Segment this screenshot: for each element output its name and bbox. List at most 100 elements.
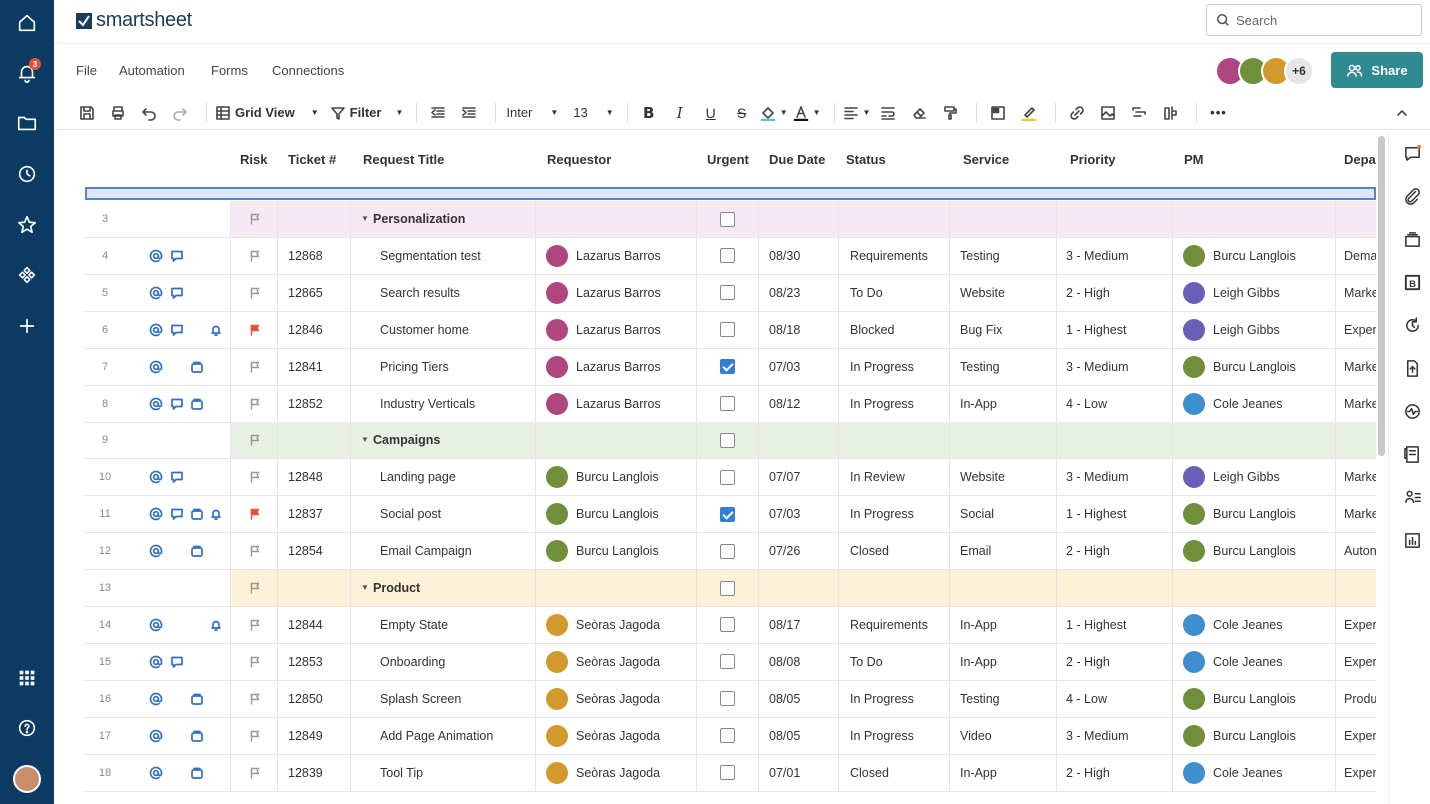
share-button[interactable]: Share (1331, 52, 1423, 88)
urgent-checkbox[interactable] (720, 469, 735, 485)
collaborator-avatars[interactable]: +6 (1215, 56, 1314, 86)
urgent-checkbox[interactable] (720, 654, 735, 670)
collapse-group-icon[interactable]: ▼ (361, 435, 369, 445)
summary-icon[interactable] (1401, 400, 1423, 422)
proof-icon[interactable] (190, 544, 204, 558)
format-painter-icon[interactable] (937, 100, 963, 126)
department[interactable]: Dema (1344, 248, 1376, 263)
table-row[interactable]: 17 12849 Add Page Animation Seòras Jagoda 08… (85, 717, 1376, 755)
risk-flag-icon[interactable] (249, 582, 263, 596)
mention-icon[interactable] (149, 507, 163, 521)
row-number[interactable]: 11 (99, 508, 111, 521)
pm-cell[interactable]: Cole Jeanes (1183, 607, 1333, 643)
department[interactable]: Exper (1344, 728, 1376, 743)
department[interactable]: Marke (1344, 507, 1376, 522)
risk-flag-red-icon[interactable] (249, 508, 263, 522)
request-title[interactable]: Splash Screen (380, 691, 462, 706)
urgent-checkbox[interactable] (720, 432, 735, 448)
column-header-requestor[interactable]: Requestor (547, 152, 612, 167)
department[interactable]: Exper (1344, 322, 1376, 337)
requestor-cell[interactable]: Lazarus Barros (546, 275, 694, 311)
row-number[interactable]: 7 (101, 360, 109, 373)
user-avatar[interactable] (12, 764, 42, 794)
urgent-checkbox-cell[interactable] (720, 570, 740, 606)
workapps-icon[interactable] (12, 260, 42, 290)
risk-flag-icon[interactable] (249, 398, 263, 412)
outdent-icon[interactable] (425, 100, 451, 126)
service[interactable]: Bug Fix (960, 322, 1003, 337)
row-number[interactable]: 10 (98, 471, 112, 484)
requestor-cell[interactable]: Lazarus Barros (546, 312, 694, 348)
reminder-bell-icon[interactable] (209, 323, 223, 337)
request-title[interactable]: Search results (380, 285, 460, 300)
column-header-status[interactable]: Status (846, 152, 886, 167)
bold-icon[interactable]: B (642, 103, 655, 122)
priority[interactable]: 3 - Medium (1066, 248, 1129, 263)
urgent-checkbox[interactable] (720, 248, 735, 264)
menu-connections[interactable]: Connections (272, 63, 345, 78)
table-row[interactable]: 12 12854 Email Campaign Burcu Langlois 07/26… (85, 533, 1376, 571)
collapse-group-icon[interactable]: ▼ (361, 583, 369, 592)
ticket-number[interactable]: 12854 (288, 544, 323, 559)
font-selector[interactable]: Inter ▼ (506, 100, 558, 126)
department[interactable]: Marke (1344, 359, 1376, 374)
home-icon[interactable] (12, 8, 42, 38)
due-date[interactable]: 07/03 (769, 359, 801, 374)
risk-flag-icon[interactable] (249, 287, 263, 301)
risk-flag-icon[interactable] (249, 213, 263, 227)
department[interactable]: Produ (1344, 691, 1376, 706)
status[interactable]: In Progress (850, 507, 914, 522)
due-date[interactable]: 07/26 (769, 544, 801, 559)
service[interactable]: Website (960, 285, 1005, 300)
mention-icon[interactable] (149, 655, 163, 669)
due-date[interactable]: 08/05 (769, 728, 801, 743)
undo-icon[interactable] (136, 100, 162, 126)
ticket-number[interactable]: 12852 (288, 396, 323, 411)
ticket-number[interactable]: 12848 (288, 470, 323, 485)
requestor-cell[interactable]: Seòras Jagoda (546, 681, 694, 717)
urgent-checkbox-cell[interactable] (720, 422, 740, 458)
mention-icon[interactable] (149, 618, 163, 632)
risk-flag-icon[interactable] (249, 361, 263, 375)
folder-icon[interactable] (12, 108, 42, 138)
collapse-toolbar-icon[interactable] (1389, 100, 1415, 126)
urgent-checkbox-cell[interactable] (720, 312, 740, 348)
status[interactable]: In Review (850, 470, 905, 485)
department[interactable]: Auton (1344, 544, 1376, 559)
vertical-scrollbar[interactable] (1378, 136, 1385, 456)
ticket-number[interactable]: 12837 (288, 507, 323, 522)
due-date[interactable]: 08/05 (769, 691, 801, 706)
service[interactable]: In-App (960, 617, 997, 632)
due-date[interactable]: 07/07 (769, 470, 801, 485)
mention-icon[interactable] (149, 323, 163, 337)
proof-icon[interactable] (190, 507, 204, 521)
urgent-checkbox-cell[interactable] (720, 275, 740, 311)
publish-icon[interactable] (1401, 357, 1423, 379)
due-date[interactable]: 07/01 (769, 765, 801, 780)
request-title[interactable]: Customer home (380, 322, 469, 337)
ticket-number[interactable]: 12841 (288, 359, 323, 374)
urgent-checkbox[interactable] (720, 617, 735, 633)
priority[interactable]: 3 - Medium (1066, 359, 1129, 374)
proof-icon[interactable] (190, 692, 204, 706)
ticket-number[interactable]: 12839 (288, 765, 323, 780)
table-row[interactable]: 6 12846 Customer home Lazarus Barros 08/18 Bl… (85, 311, 1376, 349)
text-color-icon[interactable]: ▼ (793, 100, 821, 126)
notifications-icon[interactable]: 3 (12, 58, 42, 88)
row-number[interactable]: 8 (101, 397, 109, 410)
urgent-checkbox[interactable] (720, 211, 735, 227)
priority[interactable]: 4 - Low (1066, 396, 1107, 411)
urgent-checkbox[interactable] (720, 765, 735, 780)
app-logo[interactable]: smartsheet (76, 9, 192, 32)
status[interactable]: In Progress (850, 396, 914, 411)
menu-forms[interactable]: Forms (211, 63, 248, 78)
risk-flag-icon[interactable] (249, 471, 263, 485)
indent-icon[interactable] (456, 100, 482, 126)
column-header-service[interactable]: Service (963, 152, 1010, 167)
column-header-pm[interactable]: PM (1184, 152, 1204, 167)
risk-flag-icon[interactable] (249, 767, 263, 781)
comment-icon[interactable] (170, 655, 184, 669)
collapse-group-icon[interactable]: ▼ (361, 214, 369, 223)
ticket-number[interactable]: 12853 (288, 654, 323, 669)
menu-file[interactable]: File (76, 63, 97, 78)
